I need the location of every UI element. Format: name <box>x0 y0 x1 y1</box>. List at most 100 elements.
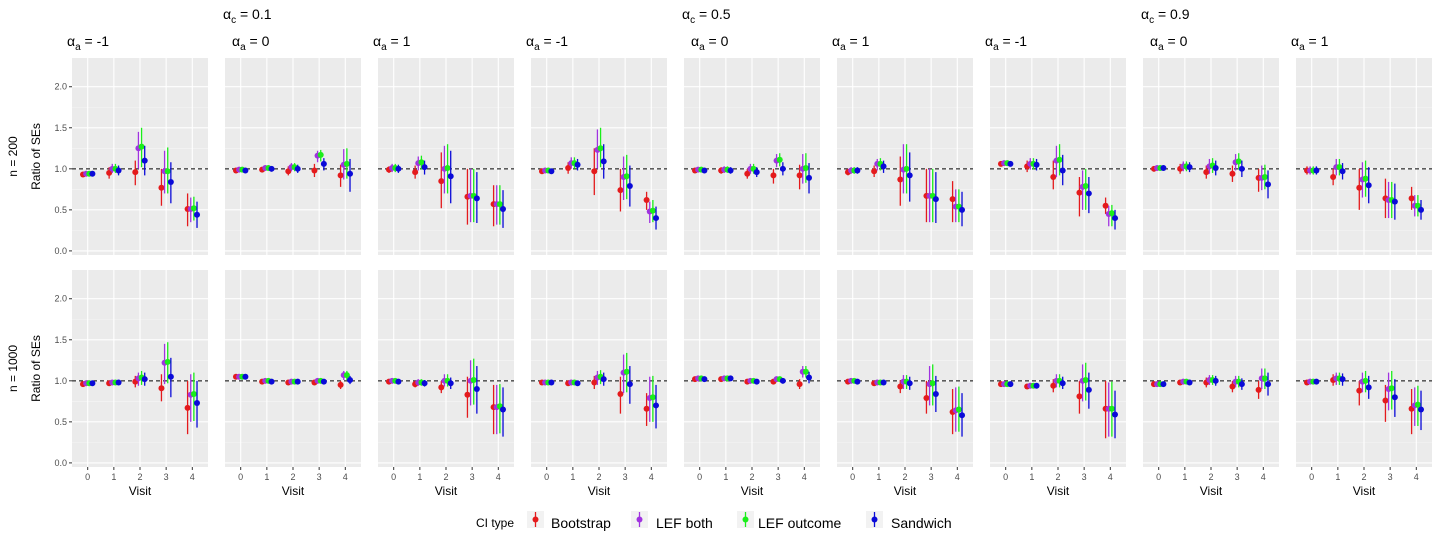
x-axis-label: Visit <box>1047 484 1070 498</box>
alpha-a-label: αa = -1 <box>526 33 568 53</box>
data-point <box>464 391 471 398</box>
data-point <box>1212 377 1219 384</box>
data-point <box>1007 160 1014 167</box>
data-point <box>242 167 249 174</box>
x-axis-label: Visit <box>741 484 764 498</box>
y-tick-label: 0.5 <box>54 417 67 427</box>
data-point <box>906 172 913 179</box>
data-point <box>317 151 324 158</box>
y-tick-label: 1.5 <box>54 123 67 133</box>
data-point <box>1261 174 1268 181</box>
x-tick-label: 0 <box>238 472 243 482</box>
legend-item: Sandwich <box>866 511 952 531</box>
data-point <box>1076 393 1083 400</box>
data-point <box>1033 161 1040 168</box>
data-point <box>591 168 598 175</box>
panel-r1-c8 <box>1296 270 1432 467</box>
data-point <box>959 206 966 213</box>
data-point <box>1391 394 1398 401</box>
data-point <box>727 375 734 382</box>
data-point <box>770 172 777 179</box>
data-point <box>591 379 598 386</box>
data-point <box>418 159 425 166</box>
data-point <box>1362 175 1369 182</box>
x-axis-label: Visit <box>894 484 917 498</box>
x-tick-label: 0 <box>697 472 702 482</box>
x-tick-label: 2 <box>1208 472 1213 482</box>
data-point <box>1391 198 1398 205</box>
x-tick-label: 1 <box>876 472 881 482</box>
x-axis-col-6: 0 1 2 3 4 Visit <box>1003 467 1113 498</box>
alpha-c-label: αc = 0.1 <box>223 6 272 26</box>
data-point <box>337 172 344 179</box>
data-point <box>854 167 861 174</box>
alpha-a-label: αa = 1 <box>1291 33 1329 53</box>
data-point <box>115 379 122 386</box>
data-point <box>623 173 630 180</box>
panel-r1-c6 <box>990 270 1126 467</box>
panel-r0-c1 <box>225 58 361 255</box>
legend-label: Bootstrap <box>551 515 611 531</box>
data-point <box>753 169 760 176</box>
panel-data-r0-c6 <box>997 144 1119 230</box>
y-tick-label: 1.0 <box>54 376 67 386</box>
row-label: n = 1000 <box>6 345 20 392</box>
data-point <box>1356 184 1363 191</box>
data-point <box>1339 168 1346 175</box>
data-point <box>753 378 760 385</box>
data-point <box>141 157 148 164</box>
data-point <box>141 376 148 383</box>
data-point <box>158 385 165 392</box>
data-point <box>880 379 887 386</box>
data-point <box>932 196 939 203</box>
data-point <box>1102 202 1109 209</box>
x-tick-label: 3 <box>470 472 475 482</box>
panel-data-r0-c0 <box>79 127 201 228</box>
data-point <box>138 143 145 150</box>
x-tick-label: 2 <box>137 472 142 482</box>
panel-r0-c8 <box>1296 58 1432 255</box>
data-point <box>744 170 751 177</box>
legend-label: Sandwich <box>891 515 952 531</box>
data-point <box>194 399 201 406</box>
data-point <box>1414 202 1421 209</box>
data-point <box>897 176 904 183</box>
data-point <box>600 376 607 383</box>
data-point <box>806 174 813 181</box>
panel-data-r1-c7 <box>1150 368 1272 399</box>
x-tick-label: 0 <box>85 472 90 482</box>
data-point <box>320 378 327 385</box>
x-axis-label: Visit <box>129 484 152 498</box>
data-point <box>1388 385 1395 392</box>
data-point <box>311 167 318 174</box>
data-point <box>600 158 607 165</box>
panel-r1-c7 <box>1143 270 1279 467</box>
data-point <box>106 169 113 176</box>
data-point <box>1313 378 1320 385</box>
x-tick-label: 1 <box>1182 472 1187 482</box>
data-point <box>802 164 809 171</box>
x-tick-label: 3 <box>1388 472 1393 482</box>
data-point <box>923 395 930 402</box>
x-axis-col-7: 0 1 2 3 4 Visit <box>1156 467 1266 498</box>
data-point <box>89 170 96 177</box>
panel-r1-c1 <box>225 270 361 467</box>
data-point <box>806 374 813 381</box>
data-point <box>929 380 936 387</box>
data-point <box>1418 406 1425 413</box>
y-axis-label: Ratio of SEs <box>29 335 43 402</box>
axes-layer: 0.0 0.5 1.0 1.5 2.0 Ratio of SEs n = 200 0.0 0.5… <box>6 82 1419 498</box>
x-tick-label: 4 <box>649 472 654 482</box>
data-point <box>268 378 275 385</box>
data-point <box>268 165 275 172</box>
data-point <box>1059 380 1066 387</box>
data-point <box>473 386 480 393</box>
data-point <box>653 215 660 222</box>
data-point <box>548 168 555 175</box>
x-axis-label: Visit <box>282 484 305 498</box>
x-tick-label: 4 <box>190 472 195 482</box>
x-tick-label: 1 <box>1029 472 1034 482</box>
data-point <box>1050 174 1057 181</box>
data-point <box>727 167 734 174</box>
y-axis-row-0: 0.0 0.5 1.0 1.5 2.0 Ratio of SEs n = 200 <box>6 82 72 256</box>
